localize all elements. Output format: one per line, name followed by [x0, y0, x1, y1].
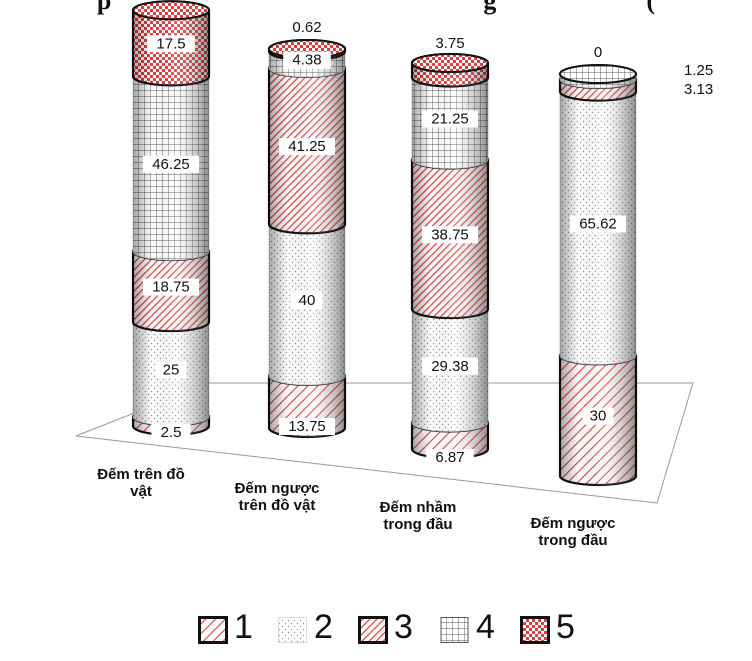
legend-swatch — [198, 616, 228, 644]
data-label-box — [279, 418, 335, 435]
data-label: 40 — [299, 292, 316, 309]
data-label: 21.25 — [431, 110, 469, 127]
data-label-box — [426, 449, 474, 466]
data-label: 30 — [590, 408, 607, 425]
chart-title-text-2: g — [483, 0, 497, 15]
data-label: 1.25 — [684, 62, 713, 79]
data-label-box — [151, 424, 191, 441]
data-label: 29.38 — [431, 358, 469, 375]
chart-plot: 2.5 25 18.75 46.25 17.5 13.75 40 41.25 4.38 0.62 6… — [75, 0, 713, 504]
data-label-box — [283, 51, 331, 69]
data-label: 41.25 — [288, 138, 326, 155]
data-label-box — [422, 110, 478, 128]
data-label-box — [422, 357, 478, 375]
bar-top-cap — [559, 64, 637, 84]
data-label-box — [586, 44, 610, 61]
legend-swatch — [440, 617, 469, 643]
data-label-box — [570, 215, 626, 233]
category-label: Đếm ngược trên đồ vật — [234, 480, 320, 514]
legend-swatch — [520, 616, 550, 644]
chart-legend: 1 2 3 4 5 — [0, 607, 752, 657]
data-label-box — [582, 407, 614, 425]
legend-label: 5 — [556, 608, 575, 646]
data-label: 3.75 — [435, 35, 464, 52]
data-label-box — [283, 19, 331, 36]
data-label-box — [291, 292, 323, 310]
legend-swatch — [358, 616, 388, 644]
chart-title: p g ( — [0, 0, 752, 16]
data-label-box — [147, 35, 195, 53]
data-label-box — [155, 361, 187, 379]
chart-title-text-3: ( — [646, 0, 656, 15]
legend-label: 2 — [314, 608, 333, 646]
legend-label: 4 — [476, 608, 495, 646]
data-label: 25 — [163, 361, 180, 378]
data-label: 2.5 — [161, 424, 182, 441]
bar-top-cap — [411, 53, 489, 73]
data-label: 4.38 — [292, 52, 321, 69]
data-label: 13.75 — [288, 418, 326, 435]
data-label-box — [422, 226, 478, 244]
labels-layer: 2.5 25 18.75 46.25 17.5 13.75 40 41.25 4.38 0.62 6… — [143, 19, 713, 466]
data-label: 65.62 — [579, 216, 617, 233]
data-label-box — [143, 278, 199, 296]
legend-label: 1 — [234, 608, 253, 646]
data-label: 38.75 — [431, 226, 469, 243]
data-label-box — [143, 155, 199, 173]
category-label: Đếm trên đồ vật — [97, 466, 185, 500]
data-label: 46.25 — [152, 156, 190, 173]
data-label: 3.13 — [684, 81, 713, 98]
category-label: Đếm nhầm trong đầu — [379, 499, 457, 533]
data-label: 0.62 — [292, 19, 321, 36]
data-label: 18.75 — [152, 279, 190, 296]
bar-top-cap — [132, 0, 210, 21]
data-label-box — [279, 138, 335, 156]
legend-label: 3 — [394, 608, 413, 646]
legend-swatch — [278, 617, 307, 643]
data-label: 0 — [594, 44, 602, 61]
category-label: Đếm ngược trong đầu — [530, 515, 616, 549]
data-label: 6.87 — [435, 449, 464, 466]
data-label: 17.5 — [156, 35, 185, 52]
chart-title-text: p — [96, 0, 112, 15]
data-label-box — [426, 35, 474, 52]
